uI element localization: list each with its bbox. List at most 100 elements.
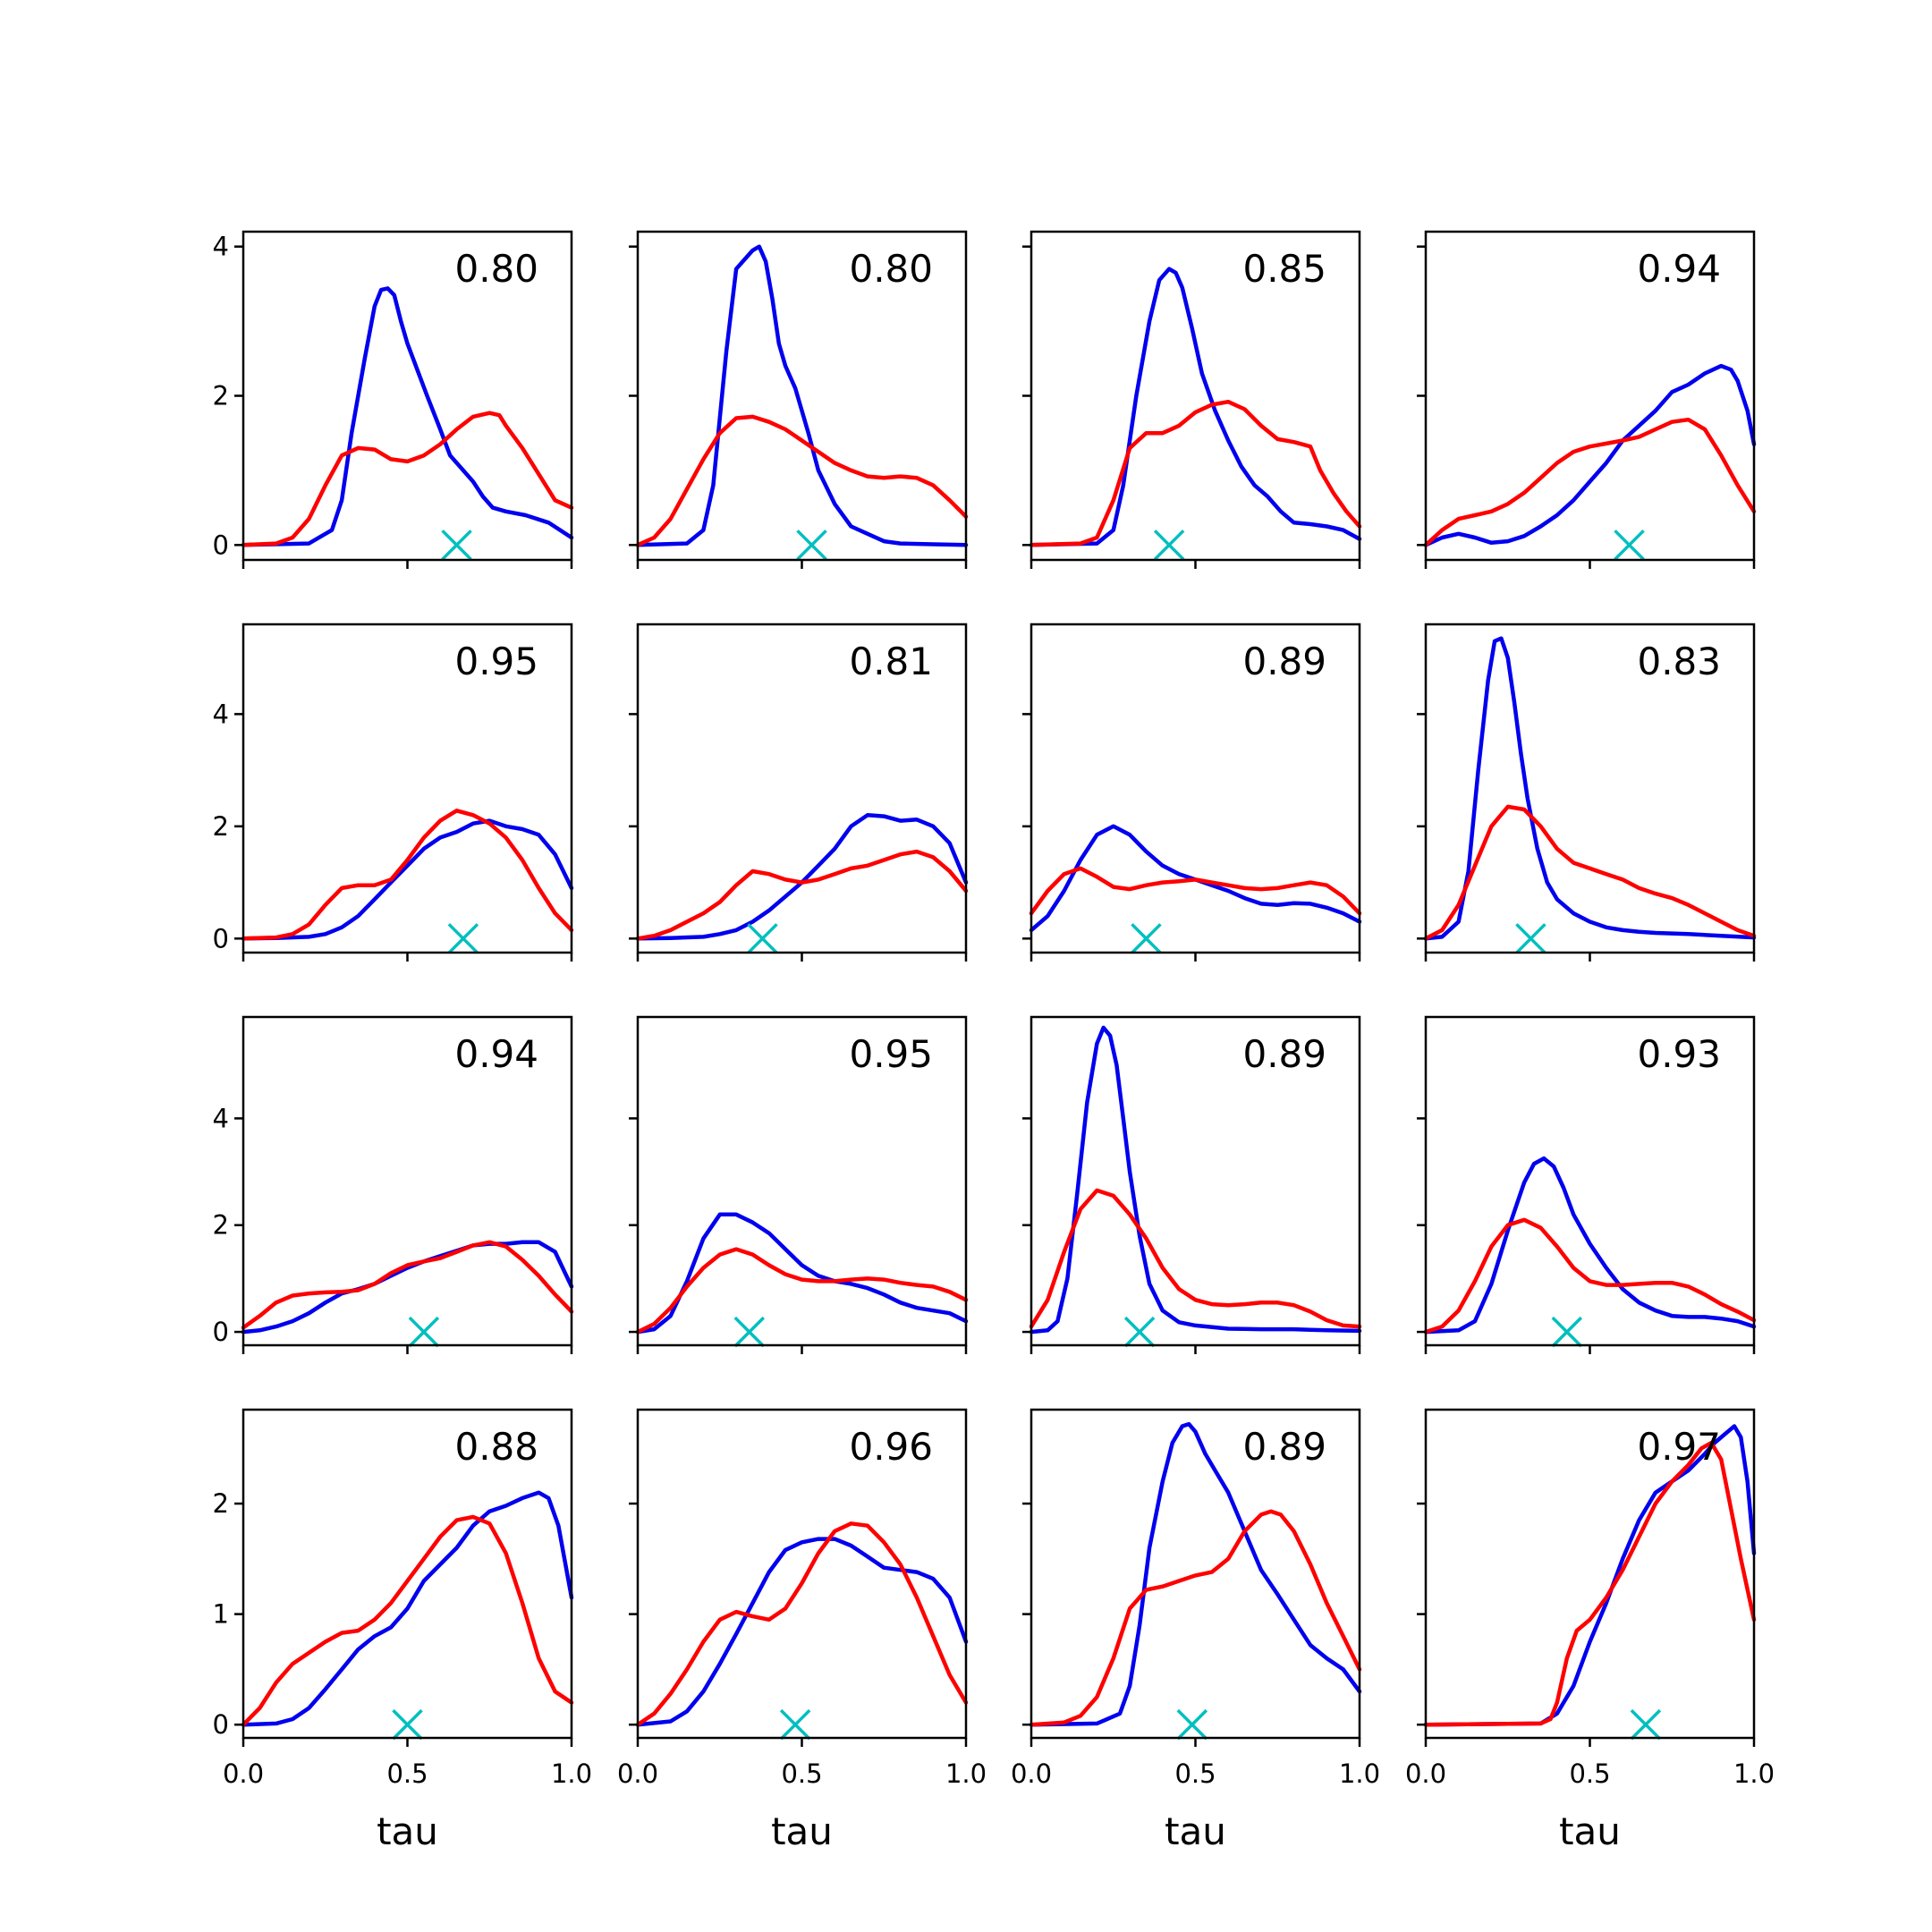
subplot-annotation: 0.89 xyxy=(1242,1032,1326,1076)
x-marker-stroke xyxy=(1153,530,1185,561)
series-line-red xyxy=(635,414,969,547)
series-line-blue xyxy=(1423,363,1757,547)
x-marker xyxy=(796,530,827,561)
subplot-annotation: 0.88 xyxy=(454,1425,538,1469)
series-line-blue xyxy=(635,1212,969,1335)
x-marker-stroke xyxy=(733,1316,766,1348)
x-tick-label: 0.0 xyxy=(1011,1758,1052,1789)
series-line-red xyxy=(635,1247,969,1335)
x-marker xyxy=(441,530,472,561)
series-line-red xyxy=(1029,866,1362,916)
series-line-blue xyxy=(635,244,969,547)
y-tick-label: 2 xyxy=(213,1210,229,1241)
subplot-r2-c2: 0.89 xyxy=(1022,1015,1362,1354)
subplot-r0-c1: 0.80 xyxy=(629,230,969,569)
subplot-r2-c1: 0.95 xyxy=(629,1015,969,1354)
subplot-annotation: 0.97 xyxy=(1637,1425,1721,1469)
x-tick-label: 0.5 xyxy=(386,1758,428,1789)
x-tick-label: 0.5 xyxy=(1569,1758,1610,1789)
x-marker-stroke xyxy=(747,923,778,954)
x-tick-label: 0.0 xyxy=(223,1758,264,1789)
x-tick-label: 0.0 xyxy=(1405,1758,1446,1789)
series-line-blue xyxy=(241,1240,574,1335)
subplot-annotation: 0.85 xyxy=(1242,247,1326,291)
subplot-annotation: 0.80 xyxy=(849,247,933,291)
subplot-r1-c0: 0 2 4 0.95 xyxy=(213,623,574,962)
series-line-red xyxy=(1423,417,1757,547)
subplot-r1-c2: 0.89 xyxy=(1022,623,1362,962)
x-marker xyxy=(447,923,479,954)
x-marker-stroke xyxy=(1515,923,1546,954)
series-line-red xyxy=(1029,1188,1362,1329)
series-line-blue xyxy=(241,1490,574,1727)
x-axis-label: tau xyxy=(1559,1809,1621,1853)
series-line-red xyxy=(1423,1217,1757,1335)
series-line-blue xyxy=(1029,267,1362,547)
subplot-r3-c3: 0.0 0.5 1.0 tau 0.97 xyxy=(1405,1408,1775,1853)
x-marker-stroke xyxy=(441,530,472,561)
subplot-annotation: 0.95 xyxy=(454,640,538,683)
subplot-r3-c2: 0.0 0.5 1.0 tau 0.89 xyxy=(1011,1408,1380,1853)
series-line-red xyxy=(635,1521,969,1727)
x-tick-label: 0.5 xyxy=(1174,1758,1216,1789)
y-tick-label: 0 xyxy=(213,923,229,953)
x-marker xyxy=(1630,1708,1662,1741)
y-tick-label: 4 xyxy=(213,1103,229,1133)
x-marker-stroke xyxy=(796,530,827,561)
x-marker-stroke xyxy=(1630,1708,1662,1741)
subplot-annotation: 0.83 xyxy=(1637,640,1721,683)
series-line-blue xyxy=(1423,1424,1757,1727)
x-axis-label: tau xyxy=(1165,1809,1226,1853)
subplot-r2-c0: 0 2 4 0.94 xyxy=(213,1015,574,1354)
x-tick-label: 1.0 xyxy=(1339,1758,1380,1789)
series-line-red xyxy=(241,1240,574,1330)
x-marker xyxy=(1131,923,1162,954)
subplot-r0-c2: 0.85 xyxy=(1022,230,1362,569)
x-marker-stroke xyxy=(779,1708,811,1741)
x-tick-label: 1.0 xyxy=(945,1758,987,1789)
series-line-red xyxy=(1029,1509,1362,1727)
series-line-red xyxy=(241,1514,574,1727)
series-line-blue xyxy=(1423,636,1757,941)
y-tick-label: 0 xyxy=(213,1317,229,1347)
x-marker-stroke xyxy=(392,1708,423,1741)
x-marker-stroke xyxy=(1614,530,1645,561)
x-axis-label: tau xyxy=(771,1809,833,1853)
series-line-blue xyxy=(1029,1421,1362,1727)
subplot-annotation: 0.89 xyxy=(1242,1425,1326,1469)
subplot-annotation: 0.94 xyxy=(454,1032,538,1076)
series-line-blue xyxy=(635,1537,969,1727)
x-marker xyxy=(747,923,778,954)
y-tick-label: 4 xyxy=(213,232,229,262)
x-marker xyxy=(1176,1708,1208,1741)
x-marker xyxy=(1515,923,1546,954)
y-tick-label: 0 xyxy=(213,530,229,560)
subplot-annotation: 0.94 xyxy=(1637,247,1721,291)
x-marker xyxy=(1153,530,1185,561)
x-marker xyxy=(392,1708,423,1741)
y-tick-label: 4 xyxy=(213,699,229,729)
subplot-r3-c0: 0 1 2 0.0 0.5 1.0 tau 0.88 xyxy=(213,1408,592,1853)
subplot-r1-c3: 0.83 xyxy=(1417,623,1757,962)
subplot-annotation: 0.80 xyxy=(454,247,538,291)
x-axis-label: tau xyxy=(377,1809,438,1853)
x-marker-stroke xyxy=(1176,1708,1208,1741)
series-line-red xyxy=(241,809,574,941)
subplot-r2-c3: 0.93 xyxy=(1417,1015,1757,1354)
subplot-annotation: 0.81 xyxy=(849,640,933,683)
y-tick-label: 2 xyxy=(213,381,229,411)
series-line-blue xyxy=(635,813,969,941)
y-tick-label: 2 xyxy=(213,1488,229,1519)
series-line-red xyxy=(1423,804,1757,941)
subplot-annotation: 0.95 xyxy=(849,1032,933,1076)
y-tick-label: 1 xyxy=(213,1599,229,1630)
series-line-blue xyxy=(241,818,574,941)
y-tick-label: 2 xyxy=(213,811,229,842)
x-tick-label: 1.0 xyxy=(551,1758,592,1789)
x-marker-stroke xyxy=(1551,1316,1583,1348)
x-marker-stroke xyxy=(447,923,479,954)
x-marker xyxy=(1551,1316,1583,1348)
x-marker xyxy=(1123,1316,1156,1348)
x-tick-label: 0.5 xyxy=(781,1758,822,1789)
